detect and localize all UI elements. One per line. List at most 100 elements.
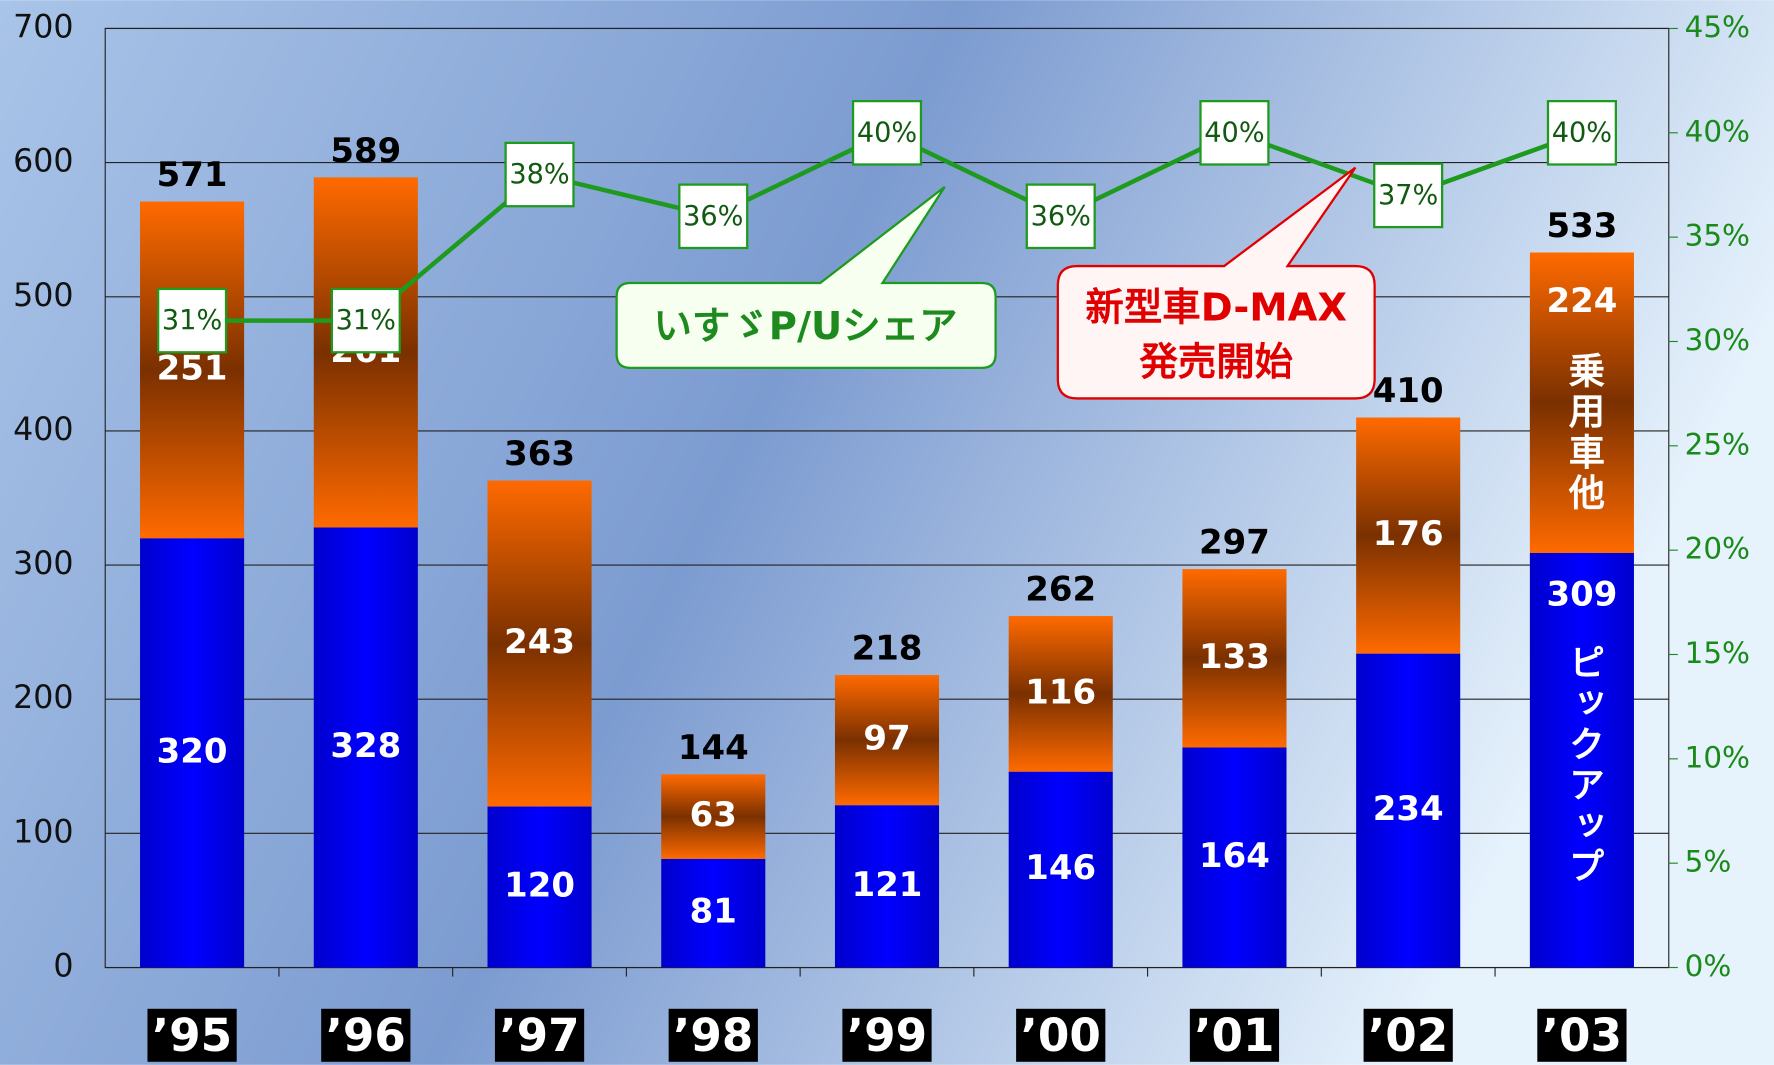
x-tick-label: ’99 [847,1009,927,1062]
x-tick-bg [1189,1008,1280,1062]
share-label: 31% [336,305,396,336]
y2-tick-label: 30% [1685,323,1750,357]
x-tick-bg [321,1008,411,1062]
x-tick-label: ’03 [1542,1009,1622,1062]
share-box [851,99,923,166]
pickup-label: 146 [1025,848,1096,888]
bar-passenger [661,774,766,859]
bar-pickup [1356,653,1461,968]
share-box [1199,99,1270,166]
dmax-callout [1056,166,1376,400]
share-box [330,287,401,354]
bar-passenger [1182,569,1287,748]
bar-pickup [487,806,592,968]
pickup-label: 164 [1199,836,1270,876]
dmax-callout-text: 発売開始 [1139,340,1293,385]
bar-passenger [1529,252,1634,553]
x-tick-label: ’96 [326,1009,406,1062]
y-tick-label: 600 [13,144,73,180]
bar-pickup [1008,771,1113,968]
bar-pickup [1182,747,1287,968]
pickup-label: 234 [1373,789,1444,829]
y2-tick-label: 40% [1685,114,1750,148]
y2-tick-label: 5% [1685,845,1732,879]
share-label: 40% [857,117,917,148]
y-tick-label: 300 [13,546,73,582]
pickup-label: 121 [852,865,923,905]
share-callout [615,185,997,370]
y2-tick-label: 45% [1685,10,1750,44]
bar-pickup [1529,552,1634,968]
x-tick-bg [1016,1008,1106,1062]
share-label: 36% [1031,201,1091,232]
y-tick-label: 0 [53,949,73,985]
y-tick-label: 400 [13,412,73,448]
bar-pickup [313,527,418,968]
y2-tick-label: 10% [1685,740,1750,774]
share-box [157,287,228,354]
x-tick-label: ’97 [499,1009,579,1062]
x-tick-label: ’02 [1368,1009,1448,1062]
total-label: 410 [1373,371,1444,411]
bar-pickup [661,858,766,968]
x-tick-bg [668,1008,758,1062]
y2-tick-label: 15% [1685,636,1750,670]
y2-tick-label: 20% [1685,532,1750,566]
x-tick-bg [1537,1008,1627,1062]
passenger-label: 251 [157,348,228,388]
total-label: 144 [678,728,749,768]
share-label: 38% [509,159,569,190]
dmax-callout-text: 新型車D-MAX [1085,286,1347,331]
y2-tick-label: 0% [1685,949,1732,983]
pickup-label: 81 [690,892,737,932]
share-label: 31% [162,305,222,336]
x-tick-label: ’95 [152,1009,232,1062]
series-name-vertical: 乗用車他 [1563,351,1606,514]
bar-passenger [834,675,940,806]
x-tick-label: ’00 [1021,1009,1101,1062]
passenger-label: 243 [504,622,575,662]
share-box [1546,99,1617,166]
bar-passenger [487,480,592,807]
y-tick-label: 100 [13,814,73,850]
pickup-label: 328 [330,726,401,766]
passenger-label: 176 [1373,514,1444,554]
series-name-vertical: ピックアップ [1563,644,1606,888]
bar-passenger [1356,417,1461,654]
share-box [1373,162,1444,229]
bar-passenger [140,201,245,539]
bar-passenger [1008,616,1113,772]
share-box [678,183,749,250]
x-tick-bg [1363,1008,1453,1062]
share-label: 40% [1204,117,1264,148]
passenger-label: 63 [690,795,737,835]
total-label: 571 [157,155,228,195]
bar-pickup [140,538,245,968]
total-label: 589 [330,131,401,171]
passenger-label: 116 [1025,672,1096,712]
total-label: 363 [504,434,575,474]
share-box [504,141,575,208]
passenger-label: 224 [1546,281,1617,321]
share-box [1025,183,1096,250]
total-label: 533 [1546,206,1617,246]
share-label: 37% [1378,180,1438,211]
x-tick-bg [842,1008,932,1062]
share-callout-text: いすゞP/Uシェア [653,304,957,349]
y-tick-label: 500 [13,278,73,314]
x-tick-label: ’98 [673,1009,753,1062]
pickup-label: 320 [157,731,228,771]
total-label: 262 [1025,570,1096,610]
x-tick-label: ’01 [1194,1009,1274,1062]
total-label: 297 [1199,523,1270,563]
share-label: 40% [1552,117,1612,148]
pickup-label: 120 [504,866,575,906]
total-label: 218 [852,629,923,669]
passenger-label: 97 [863,719,910,759]
x-tick-bg [494,1008,585,1062]
share-label: 36% [683,201,743,232]
bar-pickup [834,805,940,968]
y2-tick-label: 25% [1685,427,1750,461]
x-tick-bg [147,1008,237,1062]
